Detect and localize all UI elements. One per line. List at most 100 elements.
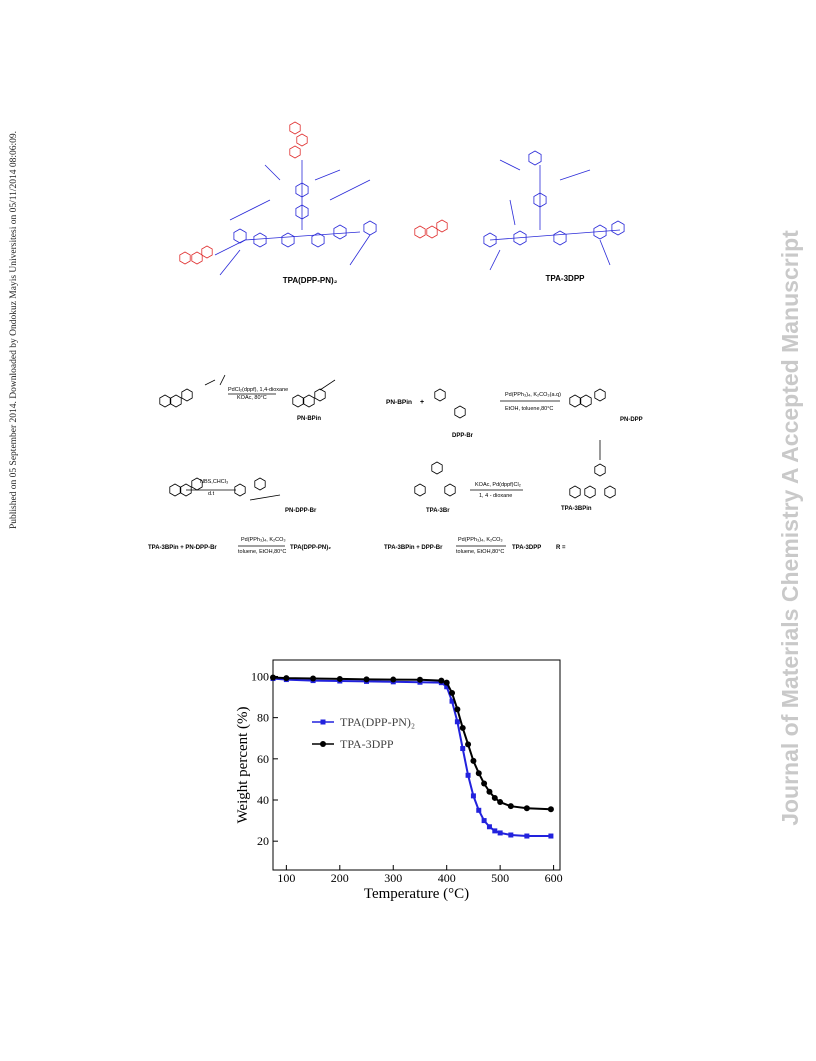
bond: [489, 229, 621, 241]
x-tick-label: 100: [277, 871, 295, 885]
structures: [159, 121, 625, 501]
structure-label: TPA(DPP-PN)₂: [283, 276, 338, 285]
equation: PN-BPin: [386, 399, 412, 406]
ring: [593, 224, 607, 240]
marker: [524, 833, 530, 839]
marker: [507, 803, 514, 810]
x-axis-label: Temperature (°C): [364, 886, 469, 902]
ring: [254, 477, 266, 491]
plot-frame: [272, 659, 561, 871]
bond: [249, 494, 281, 501]
ring: [611, 220, 625, 236]
condition: 1, 4 - dioxane: [479, 493, 512, 499]
condition: toluene, EtOH,80°C: [238, 549, 286, 555]
ring: [444, 483, 456, 497]
ring: [289, 121, 301, 135]
legend-label: TPA-3DPP: [340, 737, 394, 751]
arrows: [186, 393, 560, 547]
equation: R =: [556, 545, 566, 551]
marker: [454, 706, 461, 713]
marker: [390, 676, 397, 683]
x-tick-label: 400: [438, 871, 456, 885]
marker: [481, 818, 487, 824]
structure-label: TPA-3DPP: [546, 274, 586, 283]
ring: [580, 394, 592, 408]
marker: [547, 806, 554, 813]
marker: [459, 724, 466, 731]
ring: [434, 388, 446, 402]
condition: PdCl₂(dppf), 1,4-dioxane: [228, 387, 288, 393]
bond: [489, 249, 501, 271]
marker: [497, 830, 503, 836]
y-tick-label: 80: [257, 711, 269, 725]
ring: [569, 394, 581, 408]
x-tick-label: 200: [331, 871, 349, 885]
ring: [454, 405, 466, 419]
marker: [336, 675, 343, 682]
compound: DPP-Br: [452, 433, 474, 439]
y-tick-label: 40: [257, 793, 269, 807]
bond: [214, 239, 246, 256]
condition: Pd(PPh₃)₄, K₂CO₃: [241, 537, 286, 543]
marker: [548, 833, 554, 839]
marker: [270, 674, 276, 681]
marker: [465, 741, 472, 748]
ring: [253, 232, 267, 248]
ring: [594, 388, 606, 402]
marker: [363, 676, 370, 683]
ring: [234, 483, 246, 497]
condition: toluene, EtOH,80°C: [456, 549, 504, 555]
marker: [486, 824, 492, 830]
marker: [460, 746, 466, 752]
legend-label: TPA(DPP-PN)₂: [340, 715, 415, 729]
marker: [283, 675, 290, 682]
bond: [229, 199, 271, 221]
ring: [201, 245, 213, 259]
marker: [492, 828, 498, 834]
marker: [444, 684, 450, 690]
ring: [604, 485, 616, 499]
y-tick-label: 100: [251, 669, 269, 683]
compound: TPA-3BPin: [561, 506, 592, 512]
bond: [204, 379, 216, 386]
marker: [416, 676, 423, 683]
scheme: PN-BPin DPP-Br PN-DPP PN-DPP-Br TPA-3Br …: [148, 387, 643, 555]
ring: [333, 224, 347, 240]
marker: [508, 832, 514, 838]
ring: [314, 388, 326, 402]
bond: [264, 164, 281, 181]
bond: [509, 199, 516, 226]
y-tick-label: 20: [257, 834, 269, 848]
ring: [181, 388, 193, 402]
ring: [414, 483, 426, 497]
y-axis-label: Weight percent (%): [235, 706, 251, 823]
y-tick-label: 60: [257, 752, 269, 766]
condition: Pd(PPh₃)₄, K₂CO₃: [458, 537, 503, 543]
bond: [314, 169, 341, 181]
marker: [449, 698, 455, 704]
ring: [180, 483, 192, 497]
condition: EtOH, toluene,80°C: [505, 406, 553, 412]
ring: [179, 251, 191, 265]
ring: [289, 145, 301, 159]
ring: [528, 150, 542, 166]
equation: TPA-3BPin + PN-DPP-Br: [148, 545, 217, 551]
ring: [159, 394, 171, 408]
ring: [292, 394, 304, 408]
equation: TPA-3DPP: [512, 545, 541, 551]
watermark: Journal of Materials Chemistry A Accepte…: [777, 230, 803, 826]
legend-marker: [320, 741, 326, 747]
ring: [414, 225, 426, 239]
compound: PN-DPP: [620, 417, 643, 423]
bond: [319, 379, 336, 391]
bond: [329, 179, 371, 201]
chart-area: [210, 620, 607, 905]
marker: [523, 805, 530, 812]
compound: PN-DPP-Br: [285, 508, 317, 514]
ring: [233, 228, 247, 244]
marker: [475, 770, 482, 777]
condition: NBS,CHCl₃: [200, 479, 228, 485]
bond: [499, 159, 521, 171]
ring: [436, 219, 448, 233]
